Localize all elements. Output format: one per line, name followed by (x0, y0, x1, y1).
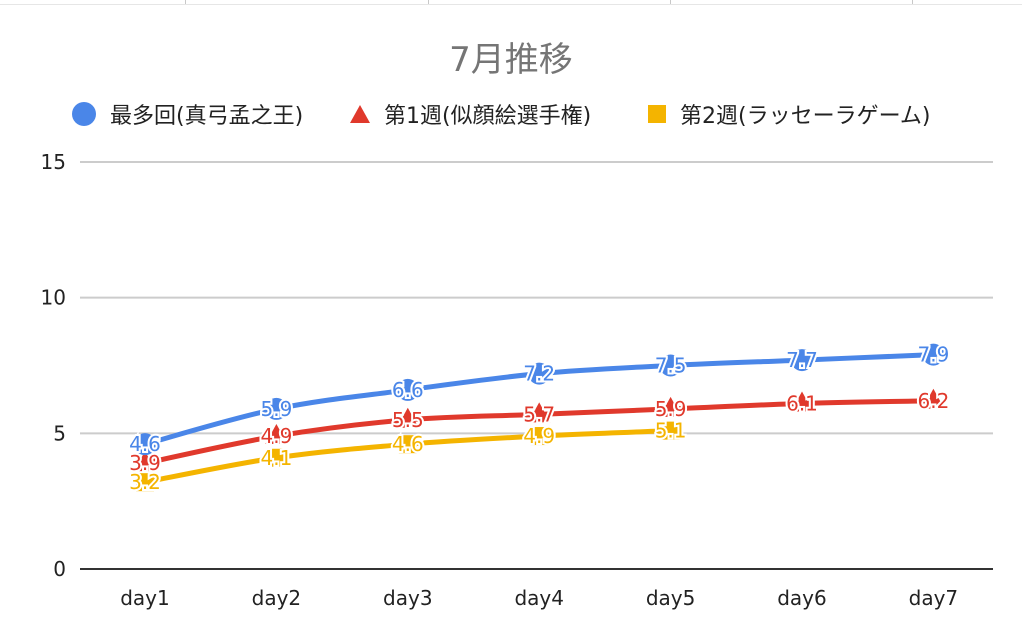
data-point (134, 433, 156, 456)
data-label: 5.7 (523, 402, 555, 426)
data-point (659, 354, 682, 377)
y-tick-label: 5 (53, 421, 66, 445)
legend-circle-icon (72, 102, 96, 126)
data-label: 7.9 (917, 343, 949, 367)
data-point (661, 421, 680, 440)
data-point (398, 435, 417, 454)
x-tick-label: day6 (777, 586, 827, 610)
x-tick-label: day3 (383, 586, 433, 610)
legend-triangle-icon (350, 105, 370, 123)
legend-label: 最多回(真弓孟之王) (110, 104, 304, 129)
legend-label: 第2週(ラッセーラゲーム) (680, 104, 931, 129)
data-point (659, 396, 682, 417)
data-point (396, 407, 419, 428)
data-point (530, 427, 549, 446)
data-label: 4.1 (260, 446, 292, 470)
data-label: 5.1 (655, 419, 687, 443)
data-point (791, 391, 813, 412)
data-label: 6.2 (917, 389, 949, 413)
data-point (922, 388, 945, 409)
x-tick-label: day1 (120, 586, 170, 610)
x-tick-label: day5 (646, 586, 696, 610)
y-tick-label: 0 (53, 557, 66, 581)
y-tick-label: 15 (41, 150, 66, 174)
data-label: 6.6 (392, 378, 424, 402)
x-tick-label: day4 (514, 586, 564, 610)
legend-item-series1[interactable]: 最多回(真弓孟之王) (72, 96, 303, 132)
edge-tick (912, 0, 913, 4)
data-label: 4.9 (523, 424, 555, 448)
legend-item-series2[interactable]: 第1週(似顔絵選手権) (350, 96, 591, 132)
edge-tick (428, 0, 429, 4)
data-label: 5.9 (260, 397, 292, 421)
data-point (265, 397, 288, 420)
x-tick-label: day7 (909, 586, 959, 610)
data-label: 4.6 (129, 432, 161, 456)
data-point (136, 473, 154, 492)
data-point (528, 362, 551, 385)
chart-title: 7月推移 (449, 40, 573, 80)
data-point (922, 343, 945, 366)
data-point (791, 349, 813, 372)
data-point (396, 378, 419, 401)
data-point (265, 424, 288, 445)
edge-tick (185, 0, 186, 4)
legend-label: 第1週(似顔絵選手権) (384, 104, 592, 129)
data-label: 6.1 (786, 391, 818, 415)
y-tick-label: 10 (41, 286, 66, 310)
data-label: 3.2 (129, 470, 161, 494)
legend-item-series3[interactable]: 第2週(ラッセーラゲーム) (648, 96, 931, 132)
chart-legend: 最多回(真弓孟之王) 第1週(似顔絵選手権) 第2週(ラッセーラゲーム) (0, 96, 1022, 132)
data-label: 5.9 (655, 397, 687, 421)
data-label: 4.9 (260, 424, 292, 448)
edge-tick (670, 0, 671, 4)
data-label: 5.5 (392, 408, 424, 432)
top-edge-strip (0, 0, 1022, 5)
data-point (528, 402, 551, 423)
data-label: 4.6 (392, 432, 424, 456)
data-label: 7.5 (655, 354, 687, 378)
legend-square-icon (648, 105, 666, 123)
x-tick-label: day2 (252, 586, 302, 610)
data-point (134, 451, 156, 472)
data-point (267, 448, 286, 467)
data-label: 7.7 (786, 348, 818, 372)
data-label: 7.2 (523, 362, 555, 386)
